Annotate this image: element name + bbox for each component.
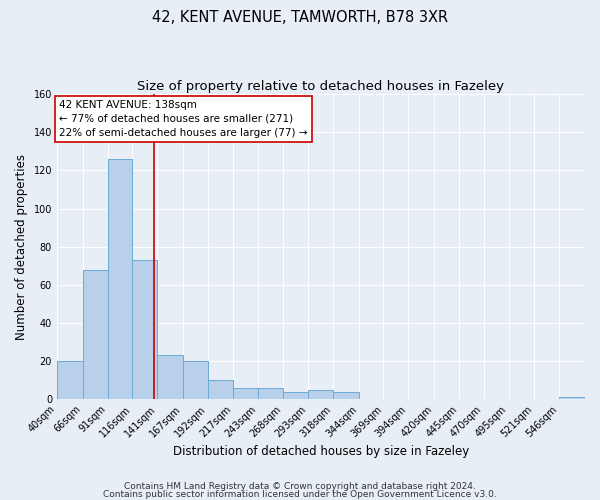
Bar: [57, 361, 83, 399]
Bar: [157, 356, 183, 399]
Bar: [233, 388, 259, 399]
Text: 42 KENT AVENUE: 138sqm
← 77% of detached houses are smaller (271)
22% of semi-de: 42 KENT AVENUE: 138sqm ← 77% of detached…: [59, 100, 307, 138]
Bar: [208, 380, 233, 399]
Bar: [333, 392, 359, 399]
Bar: [259, 388, 283, 399]
Bar: [183, 361, 208, 399]
Bar: [559, 398, 585, 399]
Bar: [283, 392, 308, 399]
Text: Contains public sector information licensed under the Open Government Licence v3: Contains public sector information licen…: [103, 490, 497, 499]
Y-axis label: Number of detached properties: Number of detached properties: [15, 154, 28, 340]
Text: 42, KENT AVENUE, TAMWORTH, B78 3XR: 42, KENT AVENUE, TAMWORTH, B78 3XR: [152, 10, 448, 25]
Bar: [107, 159, 133, 399]
Title: Size of property relative to detached houses in Fazeley: Size of property relative to detached ho…: [137, 80, 505, 93]
Bar: [308, 390, 333, 399]
Bar: [133, 260, 157, 399]
X-axis label: Distribution of detached houses by size in Fazeley: Distribution of detached houses by size …: [173, 444, 469, 458]
Text: Contains HM Land Registry data © Crown copyright and database right 2024.: Contains HM Land Registry data © Crown c…: [124, 482, 476, 491]
Bar: [83, 270, 107, 399]
